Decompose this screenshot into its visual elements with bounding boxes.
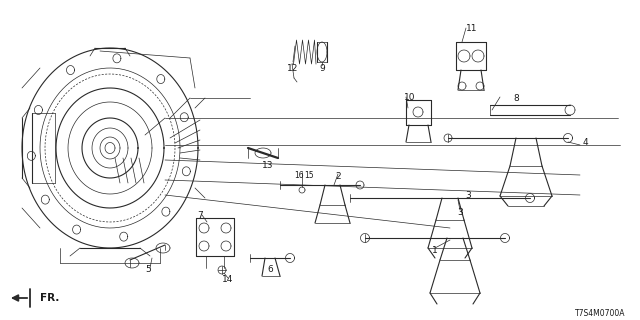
Text: 16: 16 bbox=[294, 171, 304, 180]
Text: 15: 15 bbox=[304, 171, 314, 180]
Text: 12: 12 bbox=[287, 63, 299, 73]
Text: 1: 1 bbox=[432, 245, 438, 254]
Text: 9: 9 bbox=[319, 63, 325, 73]
Text: 5: 5 bbox=[145, 266, 151, 275]
Text: 6: 6 bbox=[267, 266, 273, 275]
Text: 4: 4 bbox=[582, 138, 588, 147]
Text: 2: 2 bbox=[335, 172, 341, 180]
Text: T7S4M0700A: T7S4M0700A bbox=[575, 309, 625, 318]
Text: 14: 14 bbox=[222, 276, 234, 284]
Text: 11: 11 bbox=[467, 23, 477, 33]
Text: 13: 13 bbox=[262, 161, 274, 170]
Text: 7: 7 bbox=[197, 211, 203, 220]
Text: 3: 3 bbox=[457, 207, 463, 217]
Text: 10: 10 bbox=[404, 92, 416, 101]
Text: 8: 8 bbox=[513, 93, 519, 102]
Text: FR.: FR. bbox=[40, 293, 60, 303]
Text: 3: 3 bbox=[465, 190, 471, 199]
